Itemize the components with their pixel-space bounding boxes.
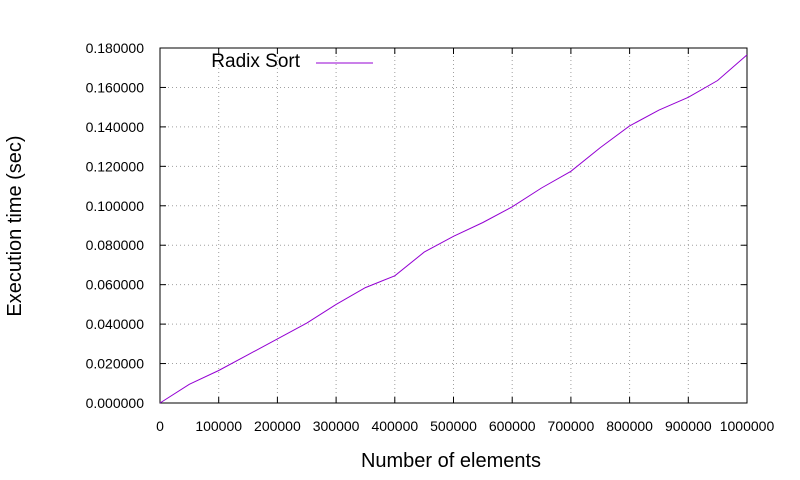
x-tick-label: 0 — [156, 418, 164, 434]
x-tick-label: 700000 — [548, 418, 595, 434]
x-axis: 0 100000 200000 300000 400000 500000 600000 700… — [156, 48, 774, 434]
y-tick-label: 0.120000 — [86, 158, 145, 174]
x-tick-label: 500000 — [430, 418, 477, 434]
y-tick-label: 0.180000 — [86, 40, 145, 56]
x-tick-label: 900000 — [665, 418, 712, 434]
y-tick-label: 0.060000 — [86, 277, 145, 293]
legend-label: Radix Sort — [211, 51, 300, 72]
x-axis-title: Number of elements — [361, 450, 541, 472]
legend: Radix Sort — [211, 51, 373, 72]
y-tick-label: 0.020000 — [86, 356, 145, 372]
x-tick-label: 400000 — [371, 418, 418, 434]
x-tick-label: 300000 — [313, 418, 360, 434]
y-tick-label: 0.080000 — [86, 237, 145, 253]
x-tick-label: 1000000 — [720, 418, 775, 434]
y-tick-label: 0.000000 — [86, 395, 145, 411]
x-tick-label: 800000 — [606, 418, 653, 434]
series-line-0 — [159, 54, 748, 404]
x-tick-label: 200000 — [254, 418, 301, 434]
y-tick-label: 0.160000 — [86, 79, 145, 95]
series-layer — [159, 54, 748, 404]
x-tick-label: 600000 — [489, 418, 536, 434]
x-tick-label: 100000 — [195, 418, 242, 434]
y-tick-label: 0.140000 — [86, 119, 145, 135]
plot-frame — [159, 47, 748, 404]
y-axis: 0.000000 0.020000 0.040000 0.060000 0.080000… — [86, 40, 747, 411]
y-tick-label: 0.040000 — [86, 316, 145, 332]
y-tick-label: 0.100000 — [86, 198, 145, 214]
y-axis-title: Execution time (sec) — [4, 135, 26, 316]
grid — [160, 48, 747, 403]
